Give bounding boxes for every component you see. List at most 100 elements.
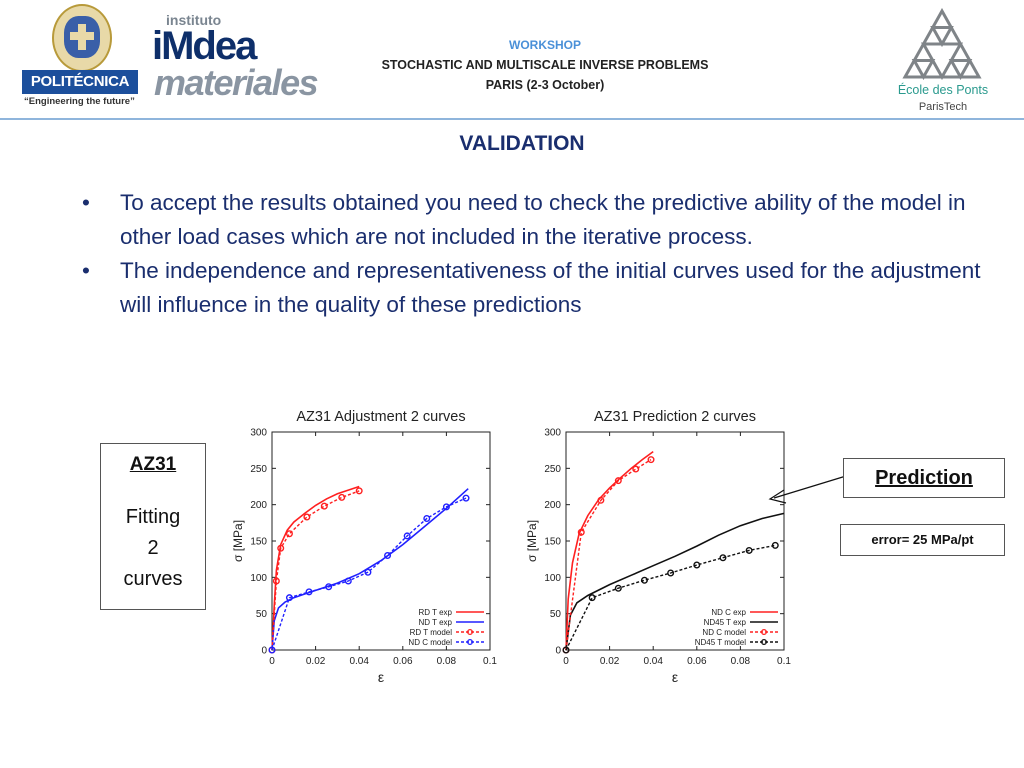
y-tick-label: 0 — [261, 646, 267, 657]
slide-title: VALIDATION — [459, 132, 585, 155]
data-point — [285, 594, 293, 602]
y-axis-label: σ [MPa] — [231, 520, 245, 562]
imdea-logo-line2: iMdea — [152, 24, 257, 68]
legend-label: ND45 T model — [695, 638, 747, 647]
x-tick-label: 0.02 — [600, 656, 620, 667]
data-point — [285, 530, 293, 538]
legend-label: ND C model — [408, 638, 452, 647]
y-tick-label: 250 — [544, 464, 561, 475]
legend-label: ND C exp — [711, 608, 746, 617]
data-point — [344, 577, 352, 585]
data-point — [272, 577, 280, 585]
bullet-text: To accept the results obtained you need … — [120, 190, 966, 249]
data-point — [614, 477, 622, 485]
bullet-glyph: • — [82, 258, 90, 283]
y-tick-label: 100 — [250, 573, 267, 584]
az31-line1: Fitting — [125, 506, 181, 528]
az31-name: AZ31 — [129, 454, 177, 475]
data-point — [745, 546, 753, 554]
x-tick-label: 0.08 — [437, 656, 457, 667]
workshop-place: PARIS (2-3 October) — [485, 78, 605, 92]
chart-title: AZ31 Adjustment 2 curves — [296, 409, 465, 425]
upm-logo-slogan: “Engineering the future” — [24, 96, 135, 107]
workshop-label: WORKSHOP — [509, 38, 581, 52]
data-point — [305, 588, 313, 596]
y-tick-label: 0 — [555, 646, 561, 657]
data-point — [667, 569, 675, 577]
x-axis-label: ε — [672, 669, 678, 684]
bullet-glyph: • — [82, 190, 90, 215]
y-axis-label: σ [MPa] — [525, 520, 539, 562]
y-tick-label: 50 — [256, 609, 268, 620]
data-point — [588, 594, 596, 602]
y-tick-label: 150 — [544, 537, 561, 548]
data-point — [562, 646, 570, 654]
workshop-title: STOCHASTIC AND MULTISCALE INVERSE PROBLE… — [381, 58, 709, 72]
y-tick-label: 250 — [250, 464, 267, 475]
data-point — [364, 568, 372, 576]
az31-info-box: AZ31 Fitting 2 curves — [100, 443, 206, 610]
data-point — [384, 552, 392, 560]
x-tick-label: 0.1 — [777, 656, 791, 667]
adjustment-chart: AZ31 Adjustment 2 curves 0 0.02 0.04 0.06 0.0… — [228, 402, 513, 689]
prediction-chart: AZ31 Prediction 2 curves 0 0.02 0.04 0.06 0.0… — [522, 402, 807, 689]
upm-seal-icon — [52, 4, 112, 72]
az31-line3: curves — [123, 568, 183, 590]
imdea-logo-line1: instituto — [166, 12, 222, 28]
legend-marker — [467, 639, 474, 646]
plot-frame — [271, 431, 491, 651]
y-tick-label: 300 — [250, 428, 267, 439]
y-tick-label: 300 — [544, 428, 561, 439]
header-divider — [0, 118, 1024, 120]
data-point — [268, 646, 276, 654]
upm-logo-name: POLITÉCNICA — [22, 70, 138, 94]
x-tick-label: 0.1 — [483, 656, 497, 667]
data-point — [325, 583, 333, 591]
data-point — [614, 584, 622, 592]
data-point — [303, 513, 311, 521]
chart-title: AZ31 Prediction 2 curves — [594, 409, 756, 425]
az31-description: Fitting 2 curves — [101, 502, 205, 595]
legend-label: ND45 T exp — [704, 618, 747, 627]
legend-label: ND T exp — [419, 618, 453, 627]
ponts-logo-name: École des Ponts — [897, 83, 989, 97]
data-point — [771, 541, 779, 549]
legend-label: RD T exp — [419, 608, 453, 617]
data-point — [719, 554, 727, 562]
data-point — [693, 561, 701, 569]
data-point — [355, 487, 363, 495]
x-tick-label: 0.02 — [306, 656, 326, 667]
x-tick-label: 0.04 — [349, 656, 369, 667]
data-point — [423, 514, 431, 522]
prediction-label-box: Prediction — [843, 458, 1005, 498]
y-tick-label: 100 — [544, 573, 561, 584]
imdea-logo-line3: materiales — [154, 62, 319, 103]
y-tick-label: 150 — [250, 537, 267, 548]
data-point — [632, 465, 640, 473]
bullet-text: The independence and representativeness … — [120, 258, 981, 317]
legend-marker — [761, 629, 768, 636]
series-line — [271, 485, 360, 651]
az31-line2: 2 — [147, 537, 159, 559]
x-tick-label: 0 — [269, 656, 275, 667]
bullet-item: • To accept the results obtained you nee… — [82, 186, 982, 254]
data-point — [442, 503, 450, 511]
x-tick-label: 0.04 — [643, 656, 663, 667]
data-point — [320, 502, 328, 510]
y-tick-label: 50 — [550, 609, 562, 620]
data-point — [640, 576, 648, 584]
legend-label: RD T model — [410, 628, 453, 637]
bullet-item: • The independence and representativenes… — [82, 254, 982, 322]
series-line — [565, 544, 776, 651]
adjustment-chart-svg: AZ31 Adjustment 2 curves 0 0.02 0.04 0.06 0.0… — [231, 409, 497, 685]
prediction-chart-svg: AZ31 Prediction 2 curves 0 0.02 0.04 0.06 0.0… — [525, 409, 791, 685]
data-point — [277, 544, 285, 552]
legend-label: ND C model — [702, 628, 746, 637]
x-axis-label: ε — [378, 669, 384, 684]
x-tick-label: 0.08 — [731, 656, 751, 667]
series-line — [271, 497, 467, 651]
x-tick-label: 0.06 — [687, 656, 707, 667]
error-label-box: error= 25 MPa/pt — [840, 524, 1005, 556]
legend-marker — [761, 639, 768, 646]
bullet-list: • To accept the results obtained you nee… — [82, 186, 982, 322]
